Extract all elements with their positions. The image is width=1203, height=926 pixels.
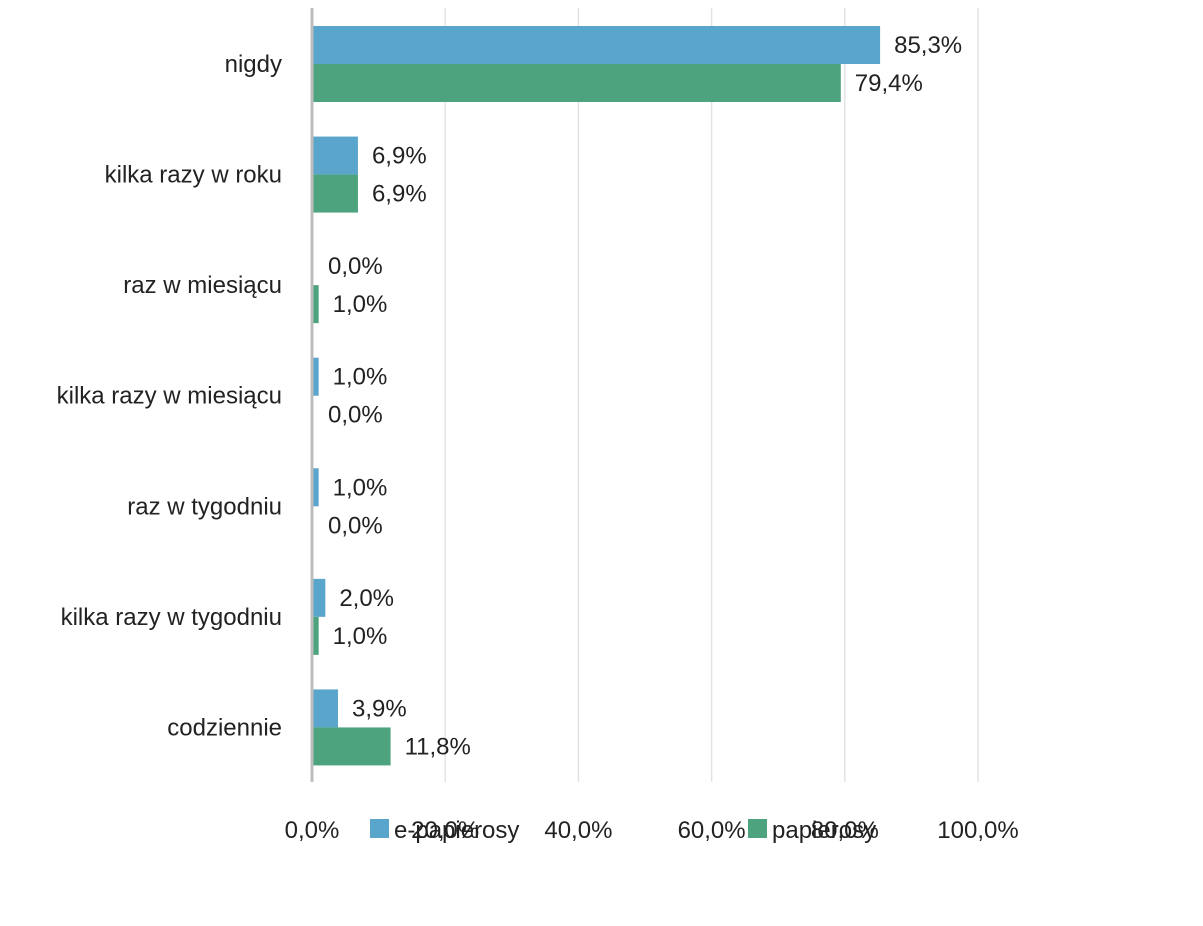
data-label: 1,0% [333,364,388,391]
x-tick-label: 60,0% [678,817,746,844]
x-tick-label: 20,0% [411,817,479,844]
x-tick-label: 40,0% [544,817,612,844]
category-label: nigdy [225,51,282,78]
bar-e-papierosy-6 [312,689,338,728]
data-label: 6,9% [372,143,427,170]
data-label: 0,0% [328,402,383,429]
x-tick-label: 0,0% [285,817,340,844]
gridlines [444,8,979,782]
bar-e-papierosy-3 [312,357,319,396]
category-label: kilka razy w tygodniu [61,604,282,631]
data-label: 79,4% [855,70,923,97]
data-labels: 85,3% 79,4% 6,9% 6,9% 0,0% 1,0% 1,0% 0,0% 1,0% 0,… [328,32,962,760]
category-label: raz w tygodniu [127,493,282,520]
legend: e-papierosy papierosy [370,817,876,844]
data-label: 1,0% [333,474,388,501]
category-label: codziennie [167,714,282,741]
category-label: raz w miesiącu [123,272,282,299]
category-label: kilka razy w roku [105,162,282,189]
x-tick-label: 100,0% [937,817,1018,844]
bars [312,26,881,766]
legend-label: e-papierosy [394,817,519,844]
x-tick-label: 80,0% [811,817,879,844]
legend-swatch-papierosy [748,819,767,838]
bar-papierosy-2 [312,285,319,324]
bar-papierosy-1 [312,174,358,213]
bar-e-papierosy-4 [312,468,319,507]
category-label: kilka razy w miesiącu [57,383,282,410]
legend-swatch-e-papierosy [370,819,389,838]
data-label: 6,9% [372,181,427,208]
bar-papierosy-6 [312,727,391,766]
data-label: 0,0% [328,253,383,280]
bar-papierosy-5 [312,616,319,655]
data-label: 11,8% [405,733,471,760]
bar-e-papierosy-0 [312,26,881,64]
bar-e-papierosy-1 [312,136,358,175]
bar-e-papierosy-5 [312,578,326,617]
bar-papierosy-0 [312,64,841,102]
data-label: 0,0% [328,512,383,539]
legend-label: papierosy [772,817,876,844]
data-label: 85,3% [894,32,962,59]
data-label: 1,0% [333,623,388,650]
data-label: 1,0% [333,291,388,318]
data-label: 3,9% [352,695,407,722]
data-label: 2,0% [339,585,394,612]
x-tick-labels: 0,0% 20,0% 40,0% 60,0% 80,0% 100,0% [285,817,1019,844]
